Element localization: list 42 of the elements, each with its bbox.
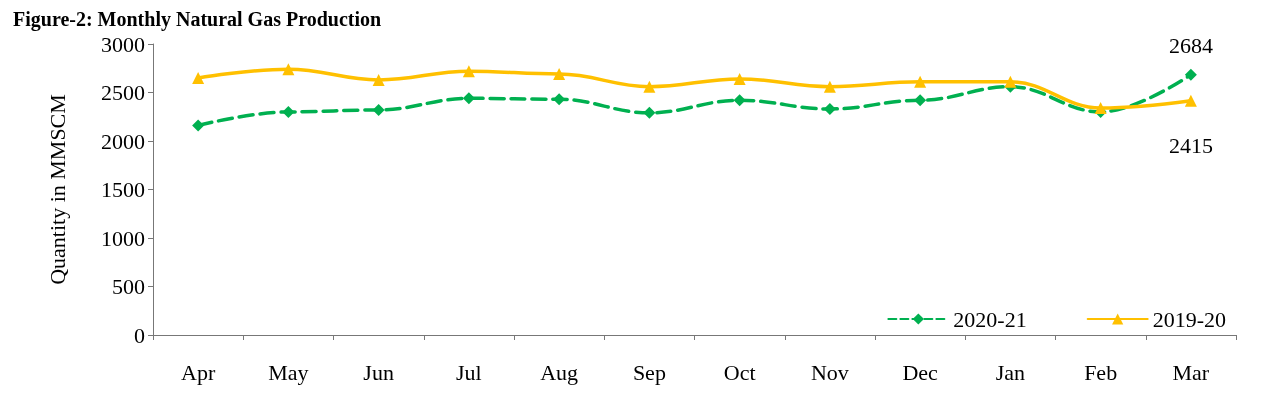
y-tick-label: 0 <box>134 322 145 348</box>
x-tick-label: Mar <box>1172 359 1210 385</box>
point <box>643 106 656 119</box>
point <box>1004 75 1017 88</box>
y-tick-label: 2000 <box>101 128 145 154</box>
y-tick-label: 1000 <box>101 225 145 251</box>
data-label: 2415 <box>1168 133 1213 159</box>
point <box>282 63 295 76</box>
chart-title: Figure-2: Monthly Natural Gas Production <box>13 8 382 31</box>
x-tick-label: Nov <box>810 359 849 385</box>
y-tick-label: 1500 <box>101 177 145 202</box>
point <box>733 72 746 85</box>
x-tick-label: May <box>268 359 309 385</box>
x-tick-label: Jul <box>456 359 482 385</box>
point <box>823 80 836 93</box>
point <box>462 65 475 78</box>
point <box>914 75 927 88</box>
legend-label: 2019-20 <box>1152 306 1226 332</box>
point <box>192 71 205 84</box>
x-tick-label: Oct <box>723 359 756 385</box>
y-axis-title: Quantity in MMSCM <box>44 94 70 285</box>
point <box>643 80 656 93</box>
x-tick-label: Apr <box>181 359 216 385</box>
y-tick-label: 3000 <box>101 31 145 57</box>
point <box>1184 94 1197 107</box>
x-tick-label: Dec <box>902 359 939 385</box>
point <box>1184 68 1197 81</box>
point <box>914 94 927 107</box>
x-tick-label: Aug <box>540 359 579 385</box>
legend-label: 2020-21 <box>953 306 1027 332</box>
data-label: 2684 <box>1168 33 1213 59</box>
y-tick-label: 2500 <box>101 80 145 105</box>
x-tick-label: Jan <box>995 359 1026 385</box>
point <box>462 92 475 105</box>
point <box>192 119 205 132</box>
y-tick-label: 500 <box>112 274 145 299</box>
x-tick-label: Jun <box>363 359 394 385</box>
x-tick-label: Feb <box>1084 359 1118 385</box>
point <box>733 94 746 107</box>
point <box>372 73 385 86</box>
point <box>553 68 566 81</box>
x-tick-label: Sep <box>632 359 666 385</box>
